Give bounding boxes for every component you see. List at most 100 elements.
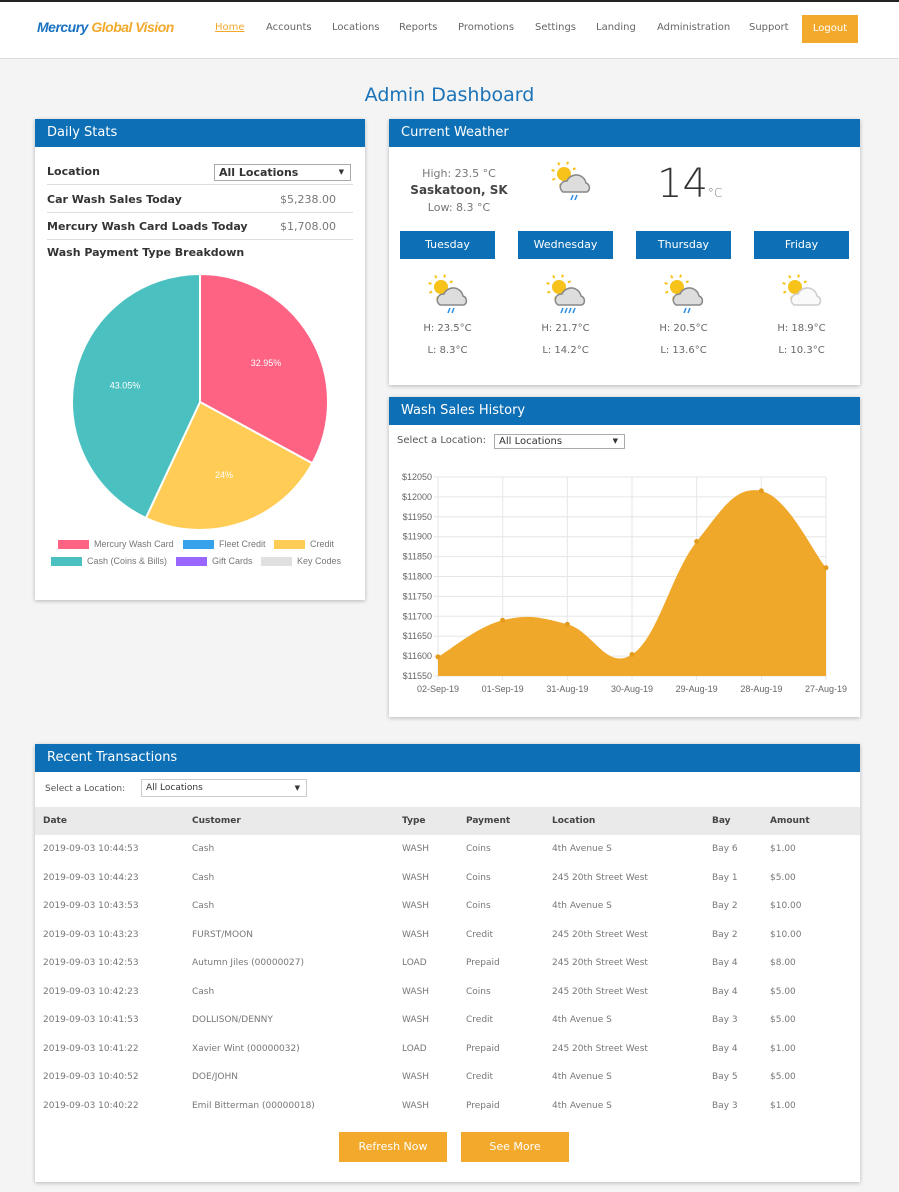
cell-amount: $8.00 [770, 958, 796, 968]
cell-location: 245 20th Street West [552, 958, 648, 968]
cell-payment: Coins [466, 901, 491, 911]
cell-bay: Bay 5 [712, 1072, 738, 1082]
cell-type: WASH [402, 1100, 430, 1111]
transactions-panel: Recent Transactions Select a Location: A… [35, 744, 860, 1182]
refresh-now-button[interactable]: Refresh Now [339, 1132, 447, 1162]
cell-date: 2019-09-03 10:44:23 [43, 872, 139, 883]
day-high: H: 21.7°C [541, 323, 590, 334]
x-tick-label: 29-Aug-19 [676, 684, 718, 694]
cell-amount: $5.00 [770, 1072, 796, 1082]
cell-customer: DOE/JOHN [192, 1072, 238, 1082]
see-more-button[interactable]: See More [461, 1132, 569, 1162]
pie-slice[interactable] [199, 272, 329, 465]
payment-pie-chart: 32.95% 24% 43.05% [71, 272, 329, 531]
legend-item[interactable]: Mercury Wash Card [58, 539, 174, 549]
pie-slice[interactable] [144, 400, 314, 531]
cell-date: 2019-09-03 10:40:52 [43, 1072, 139, 1082]
nav-accounts[interactable]: Accounts [266, 22, 312, 33]
column-header-amount[interactable]: Amount [770, 816, 810, 826]
data-point[interactable] [758, 488, 764, 494]
data-point[interactable] [823, 565, 829, 571]
day-low: L: 13.6°C [660, 345, 707, 356]
legend-item[interactable]: Key Codes [261, 556, 341, 566]
cell-date: 2019-09-03 10:41:53 [43, 1015, 139, 1025]
nav-locations[interactable]: Locations [332, 22, 380, 33]
column-header-location[interactable]: Location [552, 816, 596, 826]
cell-location: 4th Avenue S [552, 1072, 612, 1082]
select-location-label: Select a Location: [397, 435, 486, 446]
nav-home[interactable]: Home [215, 22, 245, 33]
data-point[interactable] [629, 652, 635, 658]
y-tick-label: $11550 [403, 671, 432, 681]
cell-payment: Credit [466, 929, 494, 940]
daily-stats-panel: Daily Stats Location All Locations ▼ Car … [35, 119, 365, 600]
pie-data-label: 24% [215, 470, 233, 480]
cell-bay: Bay 3 [712, 1100, 738, 1111]
cell-payment: Prepaid [466, 958, 500, 968]
day-low: L: 10.3°C [778, 345, 825, 356]
transactions-location-select[interactable]: All Locations ▼ [141, 779, 307, 797]
cell-type: WASH [402, 986, 430, 997]
legend-item[interactable]: Gift Cards [176, 556, 253, 566]
y-tick-label: $12000 [402, 492, 432, 502]
x-tick-label: 02-Sep-19 [417, 684, 459, 694]
x-tick-label: 01-Sep-19 [482, 684, 524, 694]
column-header-date[interactable]: Date [43, 816, 67, 826]
panel-title: Daily Stats [35, 119, 365, 147]
column-header-payment[interactable]: Payment [466, 816, 511, 826]
cell-amount: $10.00 [770, 901, 802, 911]
location-row: Location All Locations ▼ [47, 159, 353, 185]
logo[interactable]: Mercury Global Vision [37, 19, 174, 35]
nav-promotions[interactable]: Promotions [458, 22, 515, 33]
sales-location-select[interactable]: All Locations ▼ [494, 434, 625, 449]
column-header-type[interactable]: Type [402, 816, 426, 826]
column-header-customer[interactable]: Customer [192, 816, 241, 826]
cell-amount: $10.00 [770, 929, 802, 940]
cell-payment: Coins [466, 986, 491, 997]
heavy-rain-icon [546, 274, 586, 314]
pie-slice[interactable] [71, 272, 201, 520]
cell-customer: Cash [192, 844, 215, 854]
day-friday: Friday [754, 231, 849, 259]
data-point[interactable] [435, 654, 441, 660]
cell-bay: Bay 4 [712, 1043, 738, 1054]
cell-customer: Xavier Wint (00000032) [192, 1043, 300, 1054]
data-point[interactable] [500, 617, 506, 623]
data-point[interactable] [694, 538, 700, 544]
current-temperature: 14°C [657, 161, 723, 207]
pie-data-label: 43.05% [110, 380, 141, 390]
dropdown-arrow-icon: ▼ [338, 168, 344, 176]
panel-title: Recent Transactions [35, 744, 860, 772]
legend-item[interactable]: Cash (Coins & Bills) [51, 556, 167, 566]
y-tick-label: $12050 [402, 472, 432, 482]
cell-date: 2019-09-03 10:40:22 [43, 1100, 139, 1111]
cell-location: 245 20th Street West [552, 1043, 648, 1054]
cell-type: WASH [402, 844, 430, 854]
day-wednesday: Wednesday [518, 231, 613, 259]
day-thursday: Thursday [636, 231, 731, 259]
nav-reports[interactable]: Reports [399, 22, 438, 33]
location-select[interactable]: All Locations ▼ [214, 164, 351, 181]
nav-administration[interactable]: Administration [657, 22, 731, 33]
nav-landing[interactable]: Landing [596, 22, 636, 33]
logout-button[interactable]: Logout [802, 15, 858, 43]
nav-support[interactable]: Support [749, 22, 789, 33]
data-point[interactable] [564, 621, 570, 627]
x-tick-label: 27-Aug-19 [805, 684, 847, 694]
sales-area-chart: $12050 $12000 $11950 $11900 $11850 $11800 $117… [402, 472, 847, 694]
day-high: H: 20.5°C [659, 323, 708, 334]
cell-amount: $5.00 [770, 872, 796, 883]
cell-customer: DOLLISON/DENNY [192, 1015, 273, 1025]
cell-date: 2019-09-03 10:43:53 [43, 901, 139, 911]
cell-type: LOAD [402, 958, 427, 968]
nav-settings[interactable]: Settings [535, 22, 577, 33]
y-tick-label: $11950 [403, 512, 432, 522]
cell-customer: Cash [192, 872, 215, 883]
legend-item[interactable]: Credit [274, 539, 334, 549]
legend-item[interactable]: Fleet Credit [183, 539, 266, 549]
cell-customer: Emil Bitterman (00000018) [192, 1100, 315, 1111]
cell-customer: Cash [192, 901, 215, 911]
column-header-bay[interactable]: Bay [712, 816, 731, 826]
legend-swatch [176, 556, 207, 566]
panel-title: Current Weather [389, 119, 860, 147]
